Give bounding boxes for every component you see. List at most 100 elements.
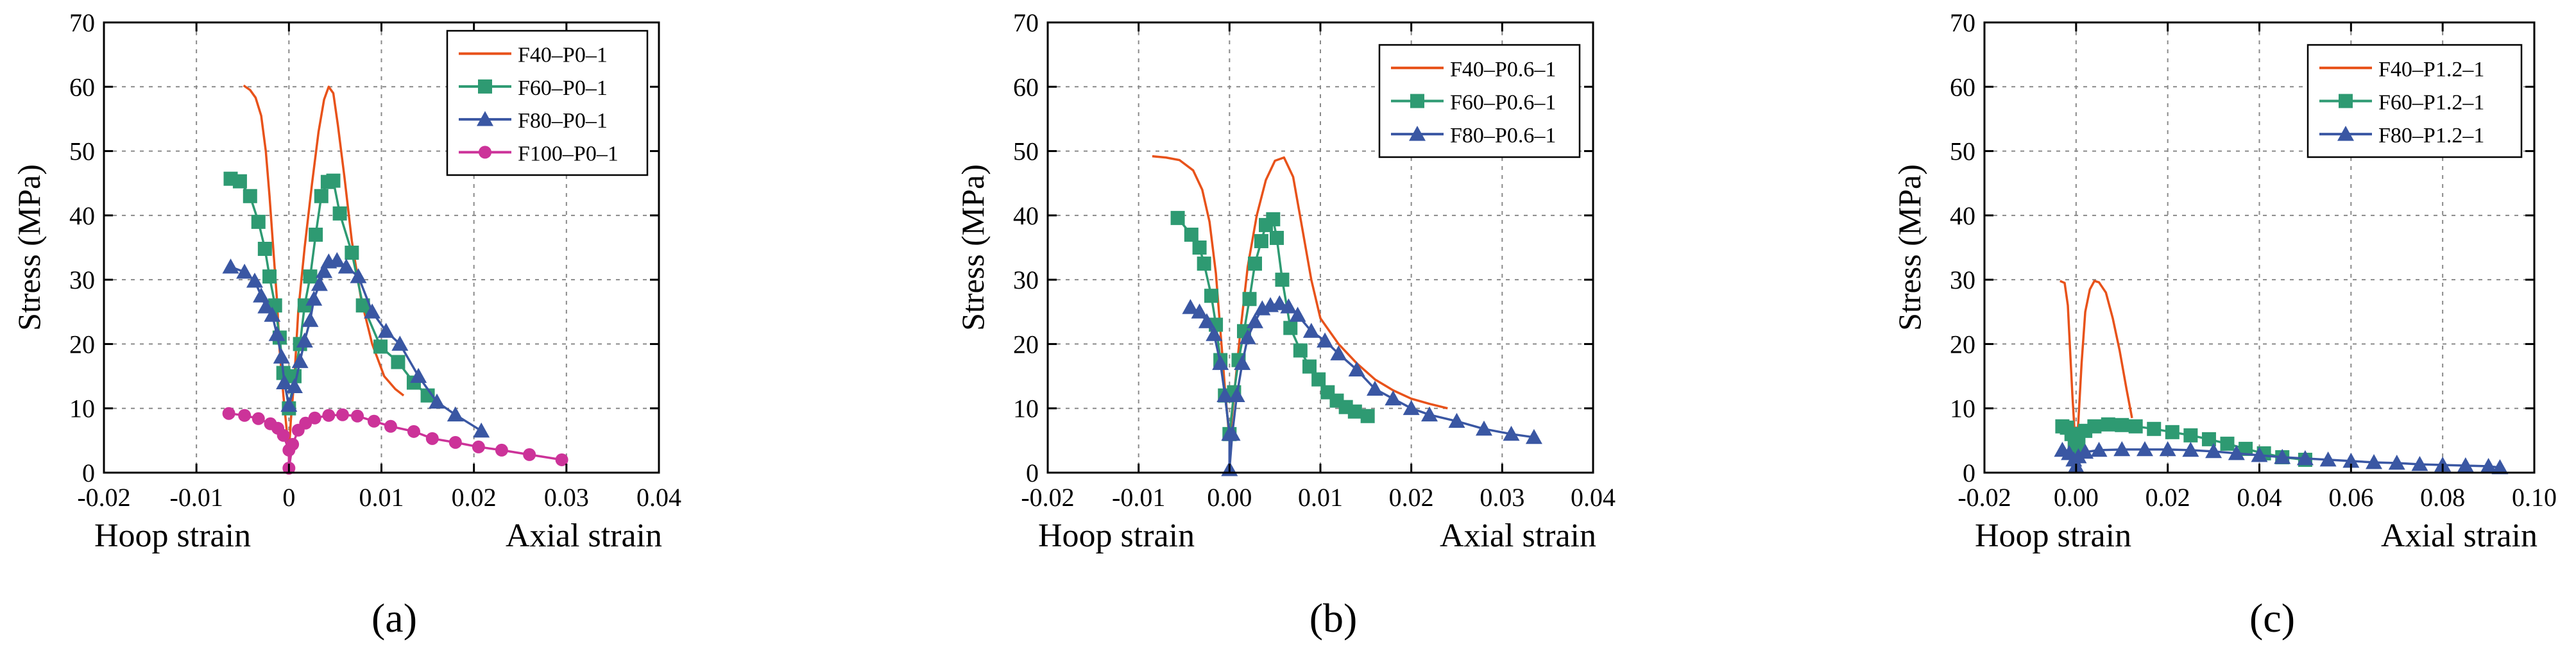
x-tick-label: 0.00 bbox=[1207, 483, 1252, 512]
data-point-marker bbox=[222, 258, 239, 274]
data-point-marker bbox=[243, 189, 257, 203]
data-point-marker bbox=[2101, 417, 2115, 432]
data-point-marker bbox=[232, 174, 247, 189]
data-point-marker bbox=[1198, 313, 1215, 328]
data-point-marker bbox=[2457, 457, 2474, 473]
data-point-marker bbox=[1224, 425, 1241, 441]
data-point-marker bbox=[355, 298, 370, 313]
series-line-4 bbox=[228, 412, 562, 469]
data-point-marker bbox=[407, 425, 420, 438]
x-tick-label: 0.04 bbox=[1571, 483, 1616, 512]
x-axis-title-axial: Axial strain bbox=[2381, 518, 2538, 554]
data-point-marker bbox=[286, 378, 303, 394]
data-point-marker bbox=[1448, 412, 1465, 428]
data-point-marker bbox=[316, 263, 333, 278]
data-point-marker bbox=[523, 448, 536, 461]
data-point-marker bbox=[2182, 441, 2199, 457]
data-point-marker bbox=[273, 348, 290, 364]
data-point-marker bbox=[314, 189, 328, 203]
data-point-marker bbox=[384, 419, 397, 433]
y-tick-label: 40 bbox=[1950, 201, 1975, 230]
data-point-marker bbox=[1247, 313, 1263, 328]
chart-panel-1: -0.02 -0.01 0 0.01 0.02 0.03 0.04 0 10 20 30 40 50 60… bbox=[11, 8, 681, 641]
data-point-marker bbox=[1476, 420, 1492, 436]
x-axis-title-axial: Axial strain bbox=[1440, 518, 1596, 554]
data-point-marker bbox=[322, 409, 336, 422]
data-point-marker bbox=[1293, 343, 1308, 358]
data-point-marker bbox=[1347, 404, 1362, 419]
legend-label: F80–P0–1 bbox=[518, 109, 608, 133]
y-tick-label: 50 bbox=[1950, 137, 1975, 166]
data-point-marker bbox=[264, 307, 281, 322]
data-point-marker bbox=[2388, 454, 2405, 470]
data-point-marker bbox=[2342, 452, 2360, 468]
data-point-marker bbox=[1311, 372, 1326, 387]
x-tick-label: 0.02 bbox=[452, 483, 497, 512]
panel-label: (a) bbox=[371, 595, 417, 641]
series-line-1 bbox=[2060, 280, 2133, 458]
data-point-marker bbox=[2113, 441, 2131, 457]
y-tick-label: 50 bbox=[1013, 137, 1039, 166]
x-tick-label: 0.00 bbox=[2054, 483, 2099, 512]
x-tick-label: 0.10 bbox=[2512, 483, 2557, 512]
data-point-marker bbox=[495, 443, 508, 457]
data-point-marker bbox=[2239, 441, 2253, 456]
data-point-marker bbox=[1197, 257, 1211, 271]
data-point-marker bbox=[303, 269, 318, 284]
legend-label: F40–P1.2–1 bbox=[2378, 58, 2484, 81]
legend-marker bbox=[2339, 94, 2353, 108]
data-point-marker bbox=[351, 409, 364, 423]
data-point-marker bbox=[1234, 355, 1251, 370]
data-point-marker bbox=[1271, 295, 1288, 310]
panel-label: (c) bbox=[2249, 595, 2295, 641]
data-point-marker bbox=[391, 355, 405, 369]
legend-label: F80–P1.2–1 bbox=[2378, 124, 2484, 148]
data-point-marker bbox=[2087, 419, 2102, 434]
x-tick-label: -0.02 bbox=[77, 483, 130, 512]
y-axis-title: Stress (MPa) bbox=[1891, 164, 1927, 331]
data-point-marker bbox=[1216, 387, 1234, 403]
legend-label: F80–P0.6–1 bbox=[1450, 124, 1556, 148]
data-point-marker bbox=[257, 298, 275, 314]
y-tick-label: 60 bbox=[1950, 72, 1975, 101]
data-point-marker bbox=[425, 432, 439, 445]
data-point-marker bbox=[302, 312, 319, 327]
data-point-marker bbox=[367, 414, 380, 428]
legend: F40–P0.6–1 F60–P0.6–1 F80–P0.6–1 bbox=[1378, 44, 1581, 158]
data-point-marker bbox=[373, 339, 388, 354]
x-tick-label: 0.04 bbox=[636, 483, 681, 512]
data-point-marker bbox=[2077, 443, 2094, 459]
data-point-marker bbox=[473, 422, 490, 438]
data-point-marker bbox=[2090, 441, 2108, 457]
x-tick-label: -0.01 bbox=[1112, 483, 1165, 512]
data-point-marker bbox=[447, 406, 464, 422]
data-point-marker bbox=[391, 335, 409, 351]
data-point-marker bbox=[364, 303, 381, 319]
data-point-marker bbox=[350, 268, 367, 283]
data-point-marker bbox=[472, 440, 485, 453]
data-point-marker bbox=[1289, 307, 1306, 322]
y-tick-label: 40 bbox=[69, 201, 95, 230]
data-point-marker bbox=[1191, 303, 1208, 319]
data-point-marker bbox=[1503, 425, 1520, 441]
data-point-marker bbox=[2128, 419, 2143, 434]
x-tick-label: 0.04 bbox=[2237, 483, 2282, 512]
data-point-marker bbox=[2366, 453, 2383, 469]
data-point-marker bbox=[410, 367, 427, 383]
data-point-marker bbox=[336, 408, 349, 421]
y-tick-label: 10 bbox=[1013, 394, 1039, 423]
x-axis-title-hoop: Hoop strain bbox=[1975, 518, 2131, 554]
data-point-marker bbox=[2183, 428, 2198, 443]
data-point-marker bbox=[276, 374, 293, 389]
x-tick-label: -0.02 bbox=[1021, 483, 1074, 512]
x-axis-title-hoop: Hoop strain bbox=[1038, 518, 1195, 554]
y-tick-label: 0 bbox=[1026, 459, 1039, 487]
legend-marker bbox=[477, 111, 493, 126]
data-point-marker bbox=[1192, 240, 1207, 255]
y-tick-label: 10 bbox=[1950, 394, 1975, 423]
data-point-marker bbox=[1360, 409, 1375, 423]
data-point-marker bbox=[2491, 459, 2509, 475]
panel-label: (b) bbox=[1309, 595, 1358, 641]
